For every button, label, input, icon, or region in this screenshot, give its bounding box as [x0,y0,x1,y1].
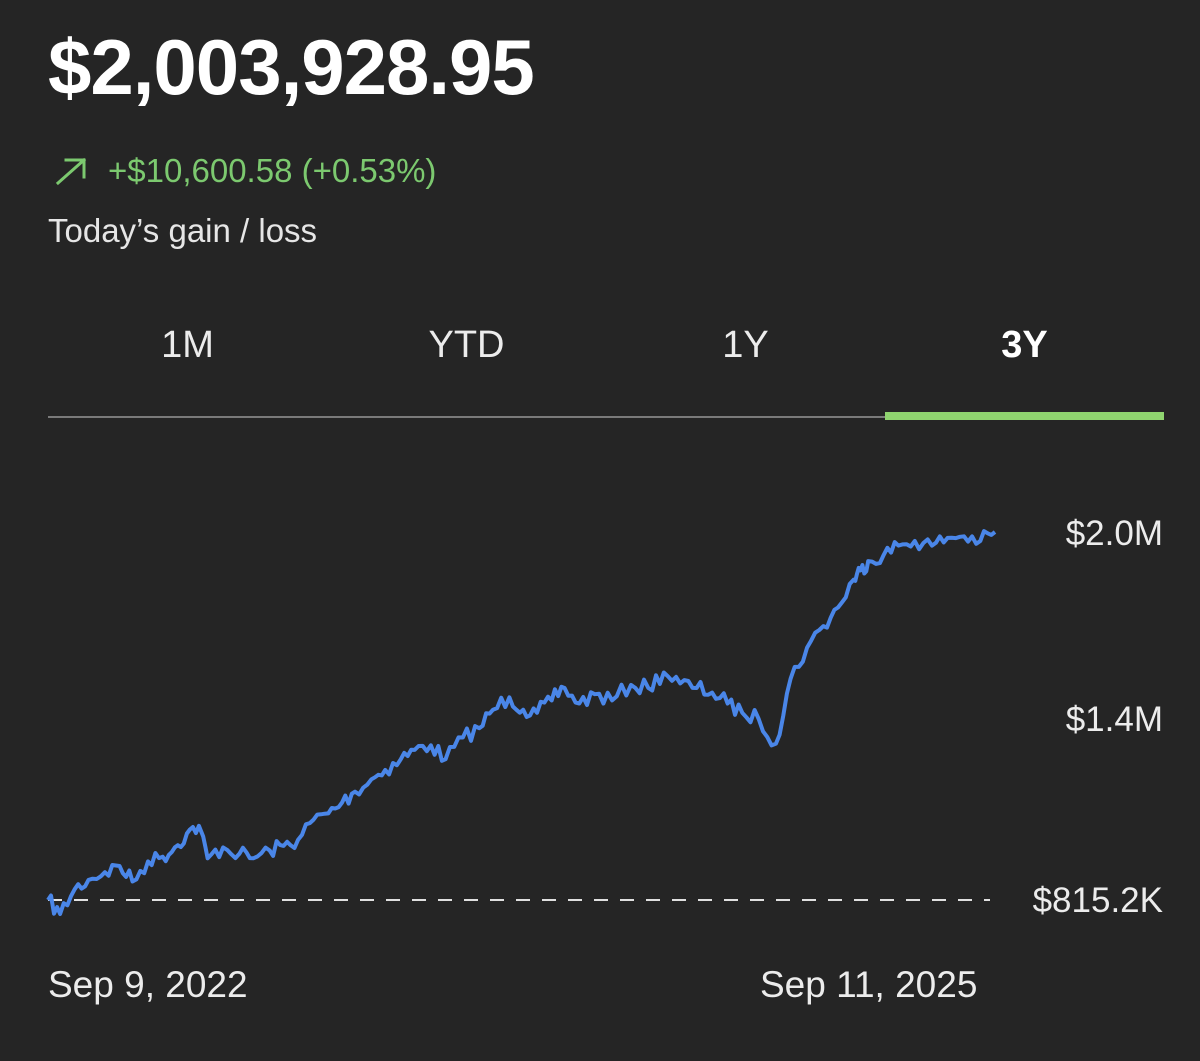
tab-1m[interactable]: 1M [161,324,214,366]
x-end-date-label: Sep 11, 2025 [760,964,978,1005]
x-start-date-label: Sep 9, 2022 [48,964,248,1005]
tab-ytd[interactable]: YTD [428,324,505,366]
today-gain-loss-label: Today’s gain / loss [48,212,318,249]
balance-chart: $2.0M $1.4M $815.2K [46,514,1163,920]
arrow-up-right-icon [54,156,90,186]
today-change: +$10,600.58 (+0.53%) [54,152,436,190]
time-range-tabs: 1M YTD 1Y 3Y [48,324,1164,420]
series-line [46,529,997,916]
y-tick-label: $1.4M [1066,700,1163,739]
active-tab-indicator [885,412,1164,420]
today-change-value: +$10,600.58 (+0.53%) [108,152,437,189]
account-balance: $2,003,928.95 [48,23,535,111]
tab-1y[interactable]: 1Y [722,324,769,366]
y-tick-label: $815.2K [1033,881,1163,920]
y-tick-label: $2.0M [1066,514,1163,553]
tabs-divider [48,416,1164,418]
tab-3y[interactable]: 3Y [1001,324,1048,366]
